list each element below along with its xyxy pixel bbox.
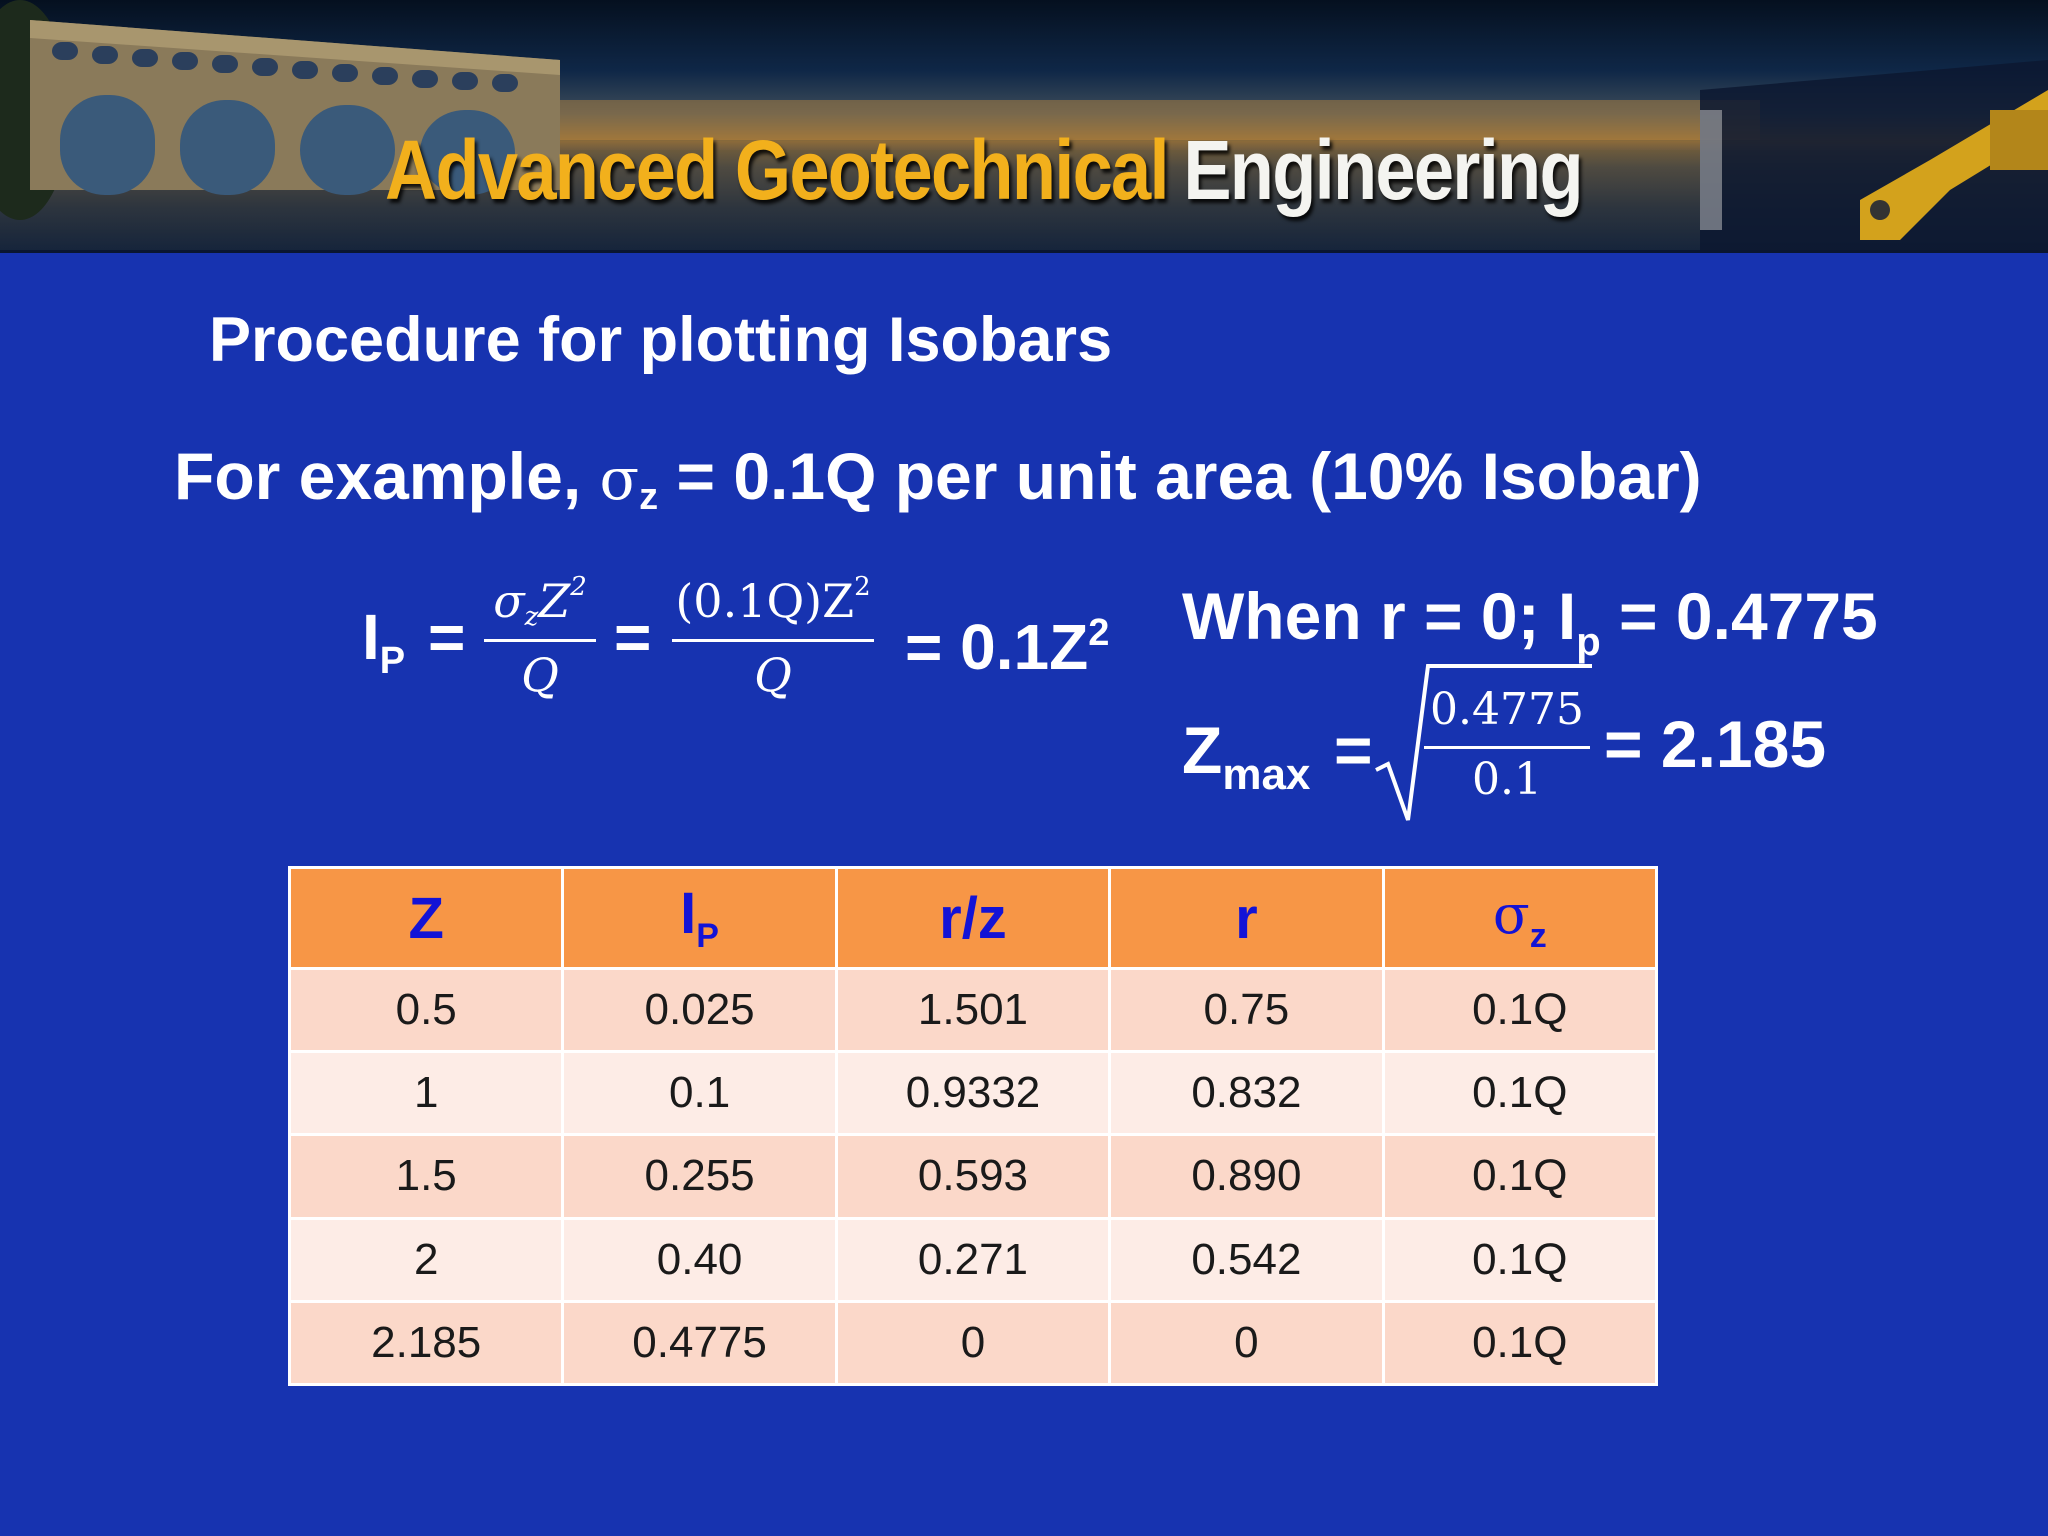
table-cell: 1.5 [291, 1136, 562, 1217]
fraction2-denominator: Q [754, 648, 792, 702]
sigma-symbol: σ [599, 445, 640, 513]
sqrt-fraction: 0.4775 0.1 [1424, 684, 1590, 814]
example-prefix: For example, [174, 439, 582, 513]
table-cell: 0.1Q [1384, 1302, 1655, 1383]
table-cell: 1 [291, 1053, 562, 1134]
column-header-r: r [1111, 869, 1382, 967]
slide-title: Procedure for plotting Isobars [209, 305, 1113, 375]
table-cell: 0.271 [837, 1219, 1109, 1300]
table-cell: 0.542 [1111, 1219, 1382, 1300]
banner-background-image [0, 0, 2048, 253]
equals-sign-1: = [428, 601, 466, 673]
ip-label: IP [362, 601, 406, 682]
table-cell: 0.4775 [564, 1302, 835, 1383]
equals-sign-2: = [614, 601, 652, 673]
isobar-table: Z IP r/z r σz 0.5 0.025 1.501 0.75 0.1Q … [288, 866, 1658, 1386]
header-banner: Advanced Geotechnical Engineering [0, 0, 2048, 253]
zmax-equals: = [1334, 713, 1373, 787]
column-header-z: Z [291, 869, 562, 967]
fraction2-numerator: (0.1Q)Z2 [675, 572, 871, 628]
table-row: 0.5 0.025 1.501 0.75 0.1Q [291, 970, 1655, 1051]
table-row: 2 0.40 0.271 0.542 0.1Q [291, 1219, 1655, 1300]
example-statement: For example, σz = 0.1Q per unit area (10… [174, 438, 1702, 519]
table-cell: 0.890 [1111, 1136, 1382, 1217]
table-cell: 0.1Q [1384, 1053, 1655, 1134]
zmax-label: Zmax [1182, 713, 1311, 799]
sqrt-denominator: 0.1 [1472, 754, 1542, 805]
fraction-01q-z2-over-q: (0.1Q)Z2 Q [672, 572, 874, 712]
table-cell: 0.1Q [1384, 1136, 1655, 1217]
when-r-zero-line: When r = 0; Ip = 0.4775 [1182, 579, 1878, 664]
table-row: 1.5 0.255 0.593 0.890 0.1Q [291, 1136, 1655, 1217]
table-cell: 0.1Q [1384, 970, 1655, 1051]
column-header-ip: IP [564, 869, 835, 967]
table-cell: 0.1Q [1384, 1219, 1655, 1300]
table-cell: 0.255 [564, 1136, 835, 1217]
banner-title-part1: Advanced Geotechnical [385, 123, 1170, 217]
zmax-result: = 2.185 [1604, 707, 1827, 781]
table-cell: 0.025 [564, 970, 835, 1051]
column-header-r-over-z: r/z [837, 869, 1109, 967]
table-cell: 0 [837, 1302, 1109, 1383]
fraction-sigma-z2-over-q: σzZ2 Q [484, 572, 596, 712]
excavator-illustration [1860, 90, 2048, 240]
sigma-subscript: z [639, 476, 659, 518]
table-cell: 1.501 [837, 970, 1109, 1051]
table-cell: 2.185 [291, 1302, 562, 1383]
table-cell: 0.1 [564, 1053, 835, 1134]
table-cell: 0.9332 [837, 1053, 1109, 1134]
table-header-row: Z IP r/z r σz [291, 869, 1655, 967]
table-cell: 0 [1111, 1302, 1382, 1383]
table-cell: 0.593 [837, 1136, 1109, 1217]
table-cell: 2 [291, 1219, 562, 1300]
table-cell: 0.5 [291, 970, 562, 1051]
aqueduct-illustration [30, 20, 560, 195]
sqrt-numerator: 0.4775 [1430, 684, 1584, 735]
square-root-sign [1375, 664, 1592, 821]
banner-title: Advanced Geotechnical Engineering [385, 122, 1584, 232]
example-suffix: = 0.1Q per unit area (10% Isobar) [676, 439, 1702, 513]
table-cell: 0.40 [564, 1219, 835, 1300]
fraction1-denominator: Q [521, 648, 559, 702]
equation1-result: = 0.1Z2 [905, 611, 1110, 683]
banner-title-part2: Engineering [1183, 123, 1583, 217]
table-cell: 0.75 [1111, 970, 1382, 1051]
table-cell: 0.832 [1111, 1053, 1382, 1134]
column-header-sigma-z: σz [1384, 869, 1655, 967]
table-row: 1 0.1 0.9332 0.832 0.1Q [291, 1053, 1655, 1134]
fraction1-numerator: σzZ2 [493, 572, 587, 632]
table-row: 2.185 0.4775 0 0 0.1Q [291, 1302, 1655, 1383]
